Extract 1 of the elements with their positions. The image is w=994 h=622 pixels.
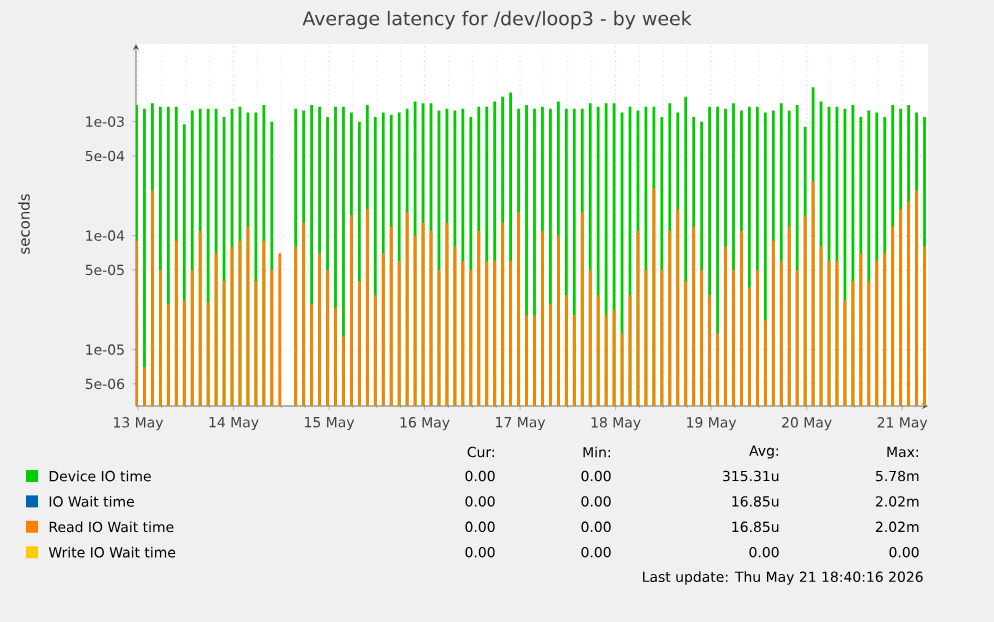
chart-title: Average latency for /dev/loop3 - by week	[302, 10, 692, 30]
